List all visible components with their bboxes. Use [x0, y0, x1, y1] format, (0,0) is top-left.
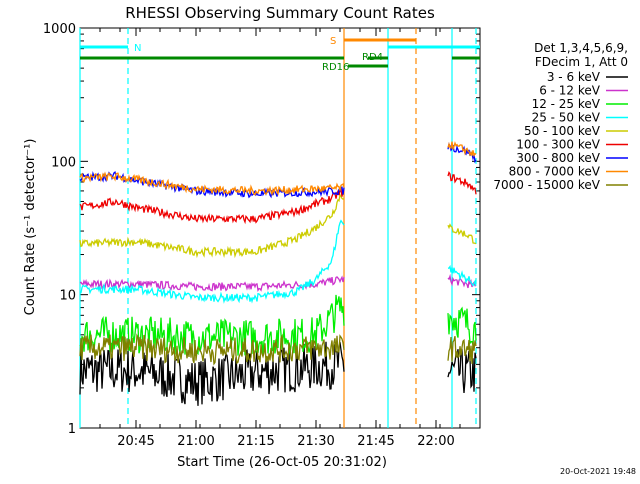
legend-label: 800 - 7000 keV — [509, 165, 601, 179]
chart-title: RHESSI Observing Summary Count Rates — [125, 4, 435, 22]
eclipse-label: N — [134, 43, 141, 54]
series-line — [79, 193, 477, 259]
series-line — [79, 219, 477, 304]
series-line — [79, 333, 477, 366]
x-tick-label: 22:00 — [417, 434, 454, 449]
y-tick-label: 100 — [51, 155, 76, 170]
x-tick-label: 21:45 — [357, 434, 394, 449]
legend-label: 300 - 800 keV — [516, 151, 600, 165]
saa-label: S — [330, 36, 336, 47]
y-tick-label: 10 — [59, 289, 76, 304]
timestamp: 20-Oct-2021 19:48 — [560, 467, 636, 476]
y-tick-label: 1 — [68, 422, 76, 437]
x-tick-label: 21:00 — [177, 434, 214, 449]
plot-area: 1 10 100 1000 20:45 21:00 21:15 21:30 21:45 22:00… — [43, 22, 481, 449]
legend-label: 6 - 12 keV — [539, 84, 601, 98]
legend-header-line-1: Det 1,3,4,5,6,9, — [534, 41, 628, 55]
legend-label: 100 - 300 keV — [516, 138, 600, 152]
legend-label: 25 - 50 keV — [532, 111, 601, 125]
y-axis-label: Count Rate (s⁻¹ detector⁻¹) — [23, 139, 38, 316]
x-axis-label: Start Time (26-Oct-05 20:31:02) — [177, 455, 387, 470]
rd4-label: RD4 — [362, 52, 383, 63]
y-tick-label: 1000 — [43, 22, 76, 37]
series-line — [79, 141, 477, 197]
legend-label: 3 - 6 keV — [547, 70, 601, 84]
legend-header-line-2: FDecim 1, Att 0 — [535, 55, 628, 69]
legend-label: 50 - 100 keV — [524, 124, 601, 138]
legend-label: 12 - 25 keV — [532, 97, 601, 111]
x-tick-label: 21:30 — [297, 434, 334, 449]
x-tick-label: 21:15 — [237, 434, 274, 449]
rd16-label: RD16 — [322, 62, 349, 73]
x-tick-label: 20:45 — [117, 434, 154, 449]
legend-label: 7000 - 15000 keV — [493, 178, 600, 192]
series-line — [79, 170, 477, 225]
